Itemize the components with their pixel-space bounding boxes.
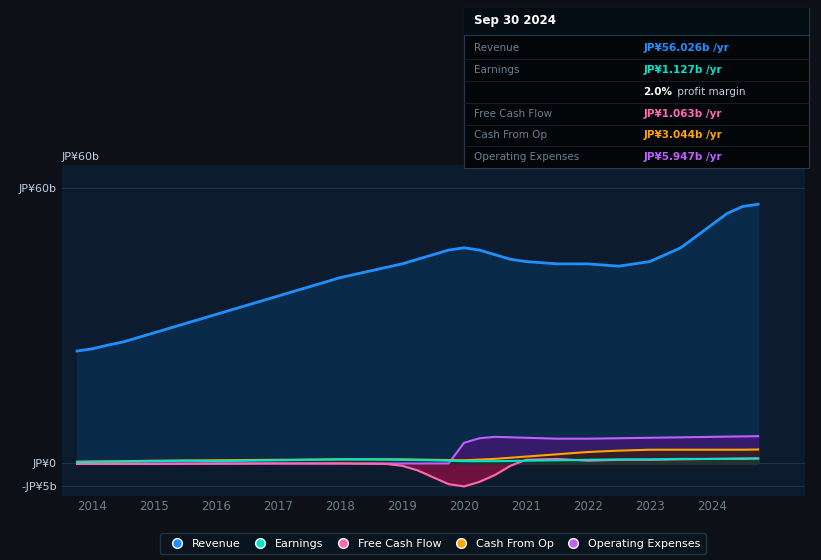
Text: JP¥5.947b /yr: JP¥5.947b /yr	[643, 152, 722, 162]
Text: JP¥3.044b /yr: JP¥3.044b /yr	[643, 130, 722, 141]
Text: Operating Expenses: Operating Expenses	[474, 152, 579, 162]
Text: JP¥1.063b /yr: JP¥1.063b /yr	[643, 109, 722, 119]
Text: 2.0%: 2.0%	[643, 87, 672, 97]
Text: profit margin: profit margin	[674, 87, 745, 97]
Legend: Revenue, Earnings, Free Cash Flow, Cash From Op, Operating Expenses: Revenue, Earnings, Free Cash Flow, Cash …	[160, 533, 706, 554]
Text: Revenue: Revenue	[474, 43, 519, 53]
Text: Sep 30 2024: Sep 30 2024	[474, 14, 556, 27]
Text: Cash From Op: Cash From Op	[474, 130, 547, 141]
Text: Earnings: Earnings	[474, 65, 519, 75]
Text: JP¥56.026b /yr: JP¥56.026b /yr	[643, 43, 729, 53]
Text: JP¥60b: JP¥60b	[62, 152, 99, 162]
Text: JP¥1.127b /yr: JP¥1.127b /yr	[643, 65, 722, 75]
Text: Free Cash Flow: Free Cash Flow	[474, 109, 552, 119]
